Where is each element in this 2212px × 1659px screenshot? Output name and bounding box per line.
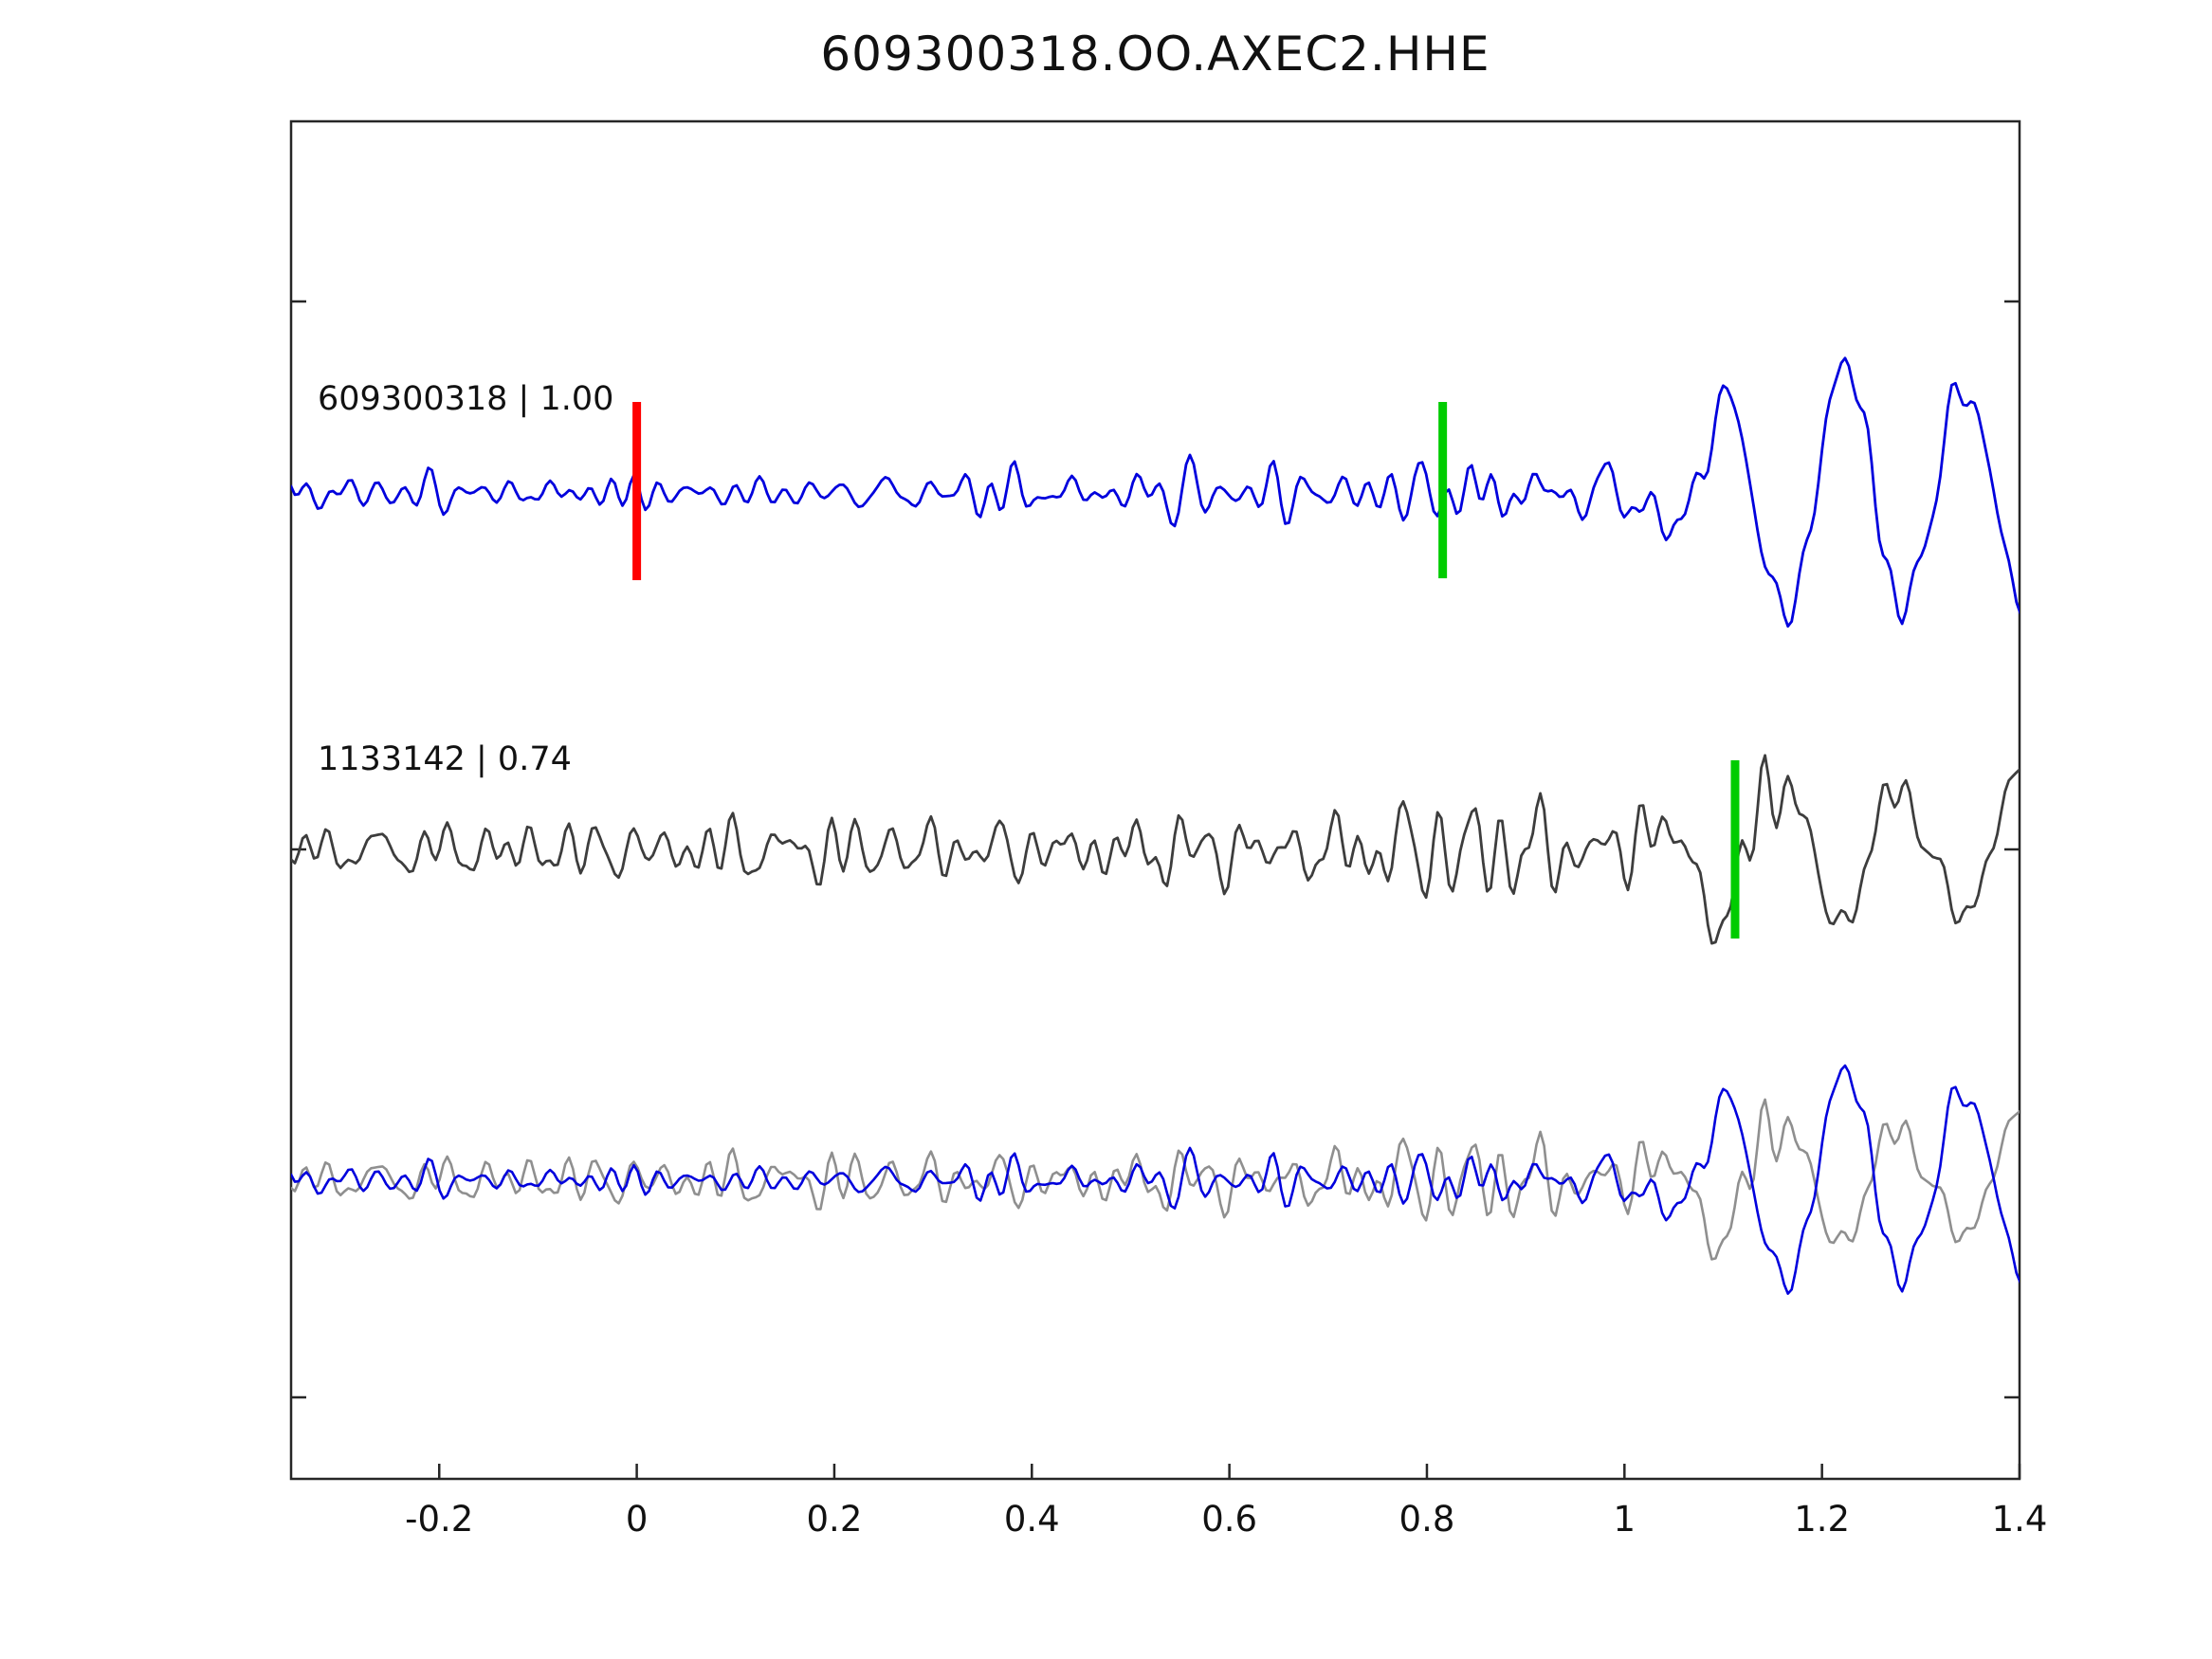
x-tick-label: 0 bbox=[626, 1499, 649, 1540]
trace-label-template: 609300318 | 1.00 bbox=[318, 380, 613, 418]
x-tick-label: 0.6 bbox=[1201, 1499, 1257, 1540]
trace-label-match: 1133142 | 0.74 bbox=[318, 740, 572, 778]
x-tick-label: 1.2 bbox=[1794, 1499, 1850, 1540]
x-tick-label: 0.4 bbox=[1004, 1499, 1060, 1540]
x-tick-labels: -0.2 0 0.2 0.4 0.6 0.8 1 1.2 1.4 bbox=[405, 1499, 2047, 1540]
x-tick-label: 1.4 bbox=[1992, 1499, 2048, 1540]
waveform-match-trace bbox=[291, 754, 2020, 945]
x-tick-label: 1 bbox=[1614, 1499, 1636, 1540]
axis-ticks bbox=[291, 300, 2021, 1479]
x-tick-label: 0.8 bbox=[1399, 1499, 1455, 1540]
waveform-overlay-template-trace bbox=[291, 1064, 2020, 1295]
figure-title: 609300318.OO.AXEC2.HHE bbox=[820, 27, 1490, 82]
plot-border bbox=[289, 119, 2021, 1481]
x-tick-label: 0.2 bbox=[807, 1499, 863, 1540]
x-tick-label: -0.2 bbox=[405, 1499, 473, 1540]
pick-markers bbox=[632, 402, 1740, 939]
waveform-traces bbox=[291, 356, 2020, 1295]
waveform-overlay-match-trace bbox=[291, 1098, 2020, 1261]
waveform-template-trace bbox=[291, 356, 2020, 629]
